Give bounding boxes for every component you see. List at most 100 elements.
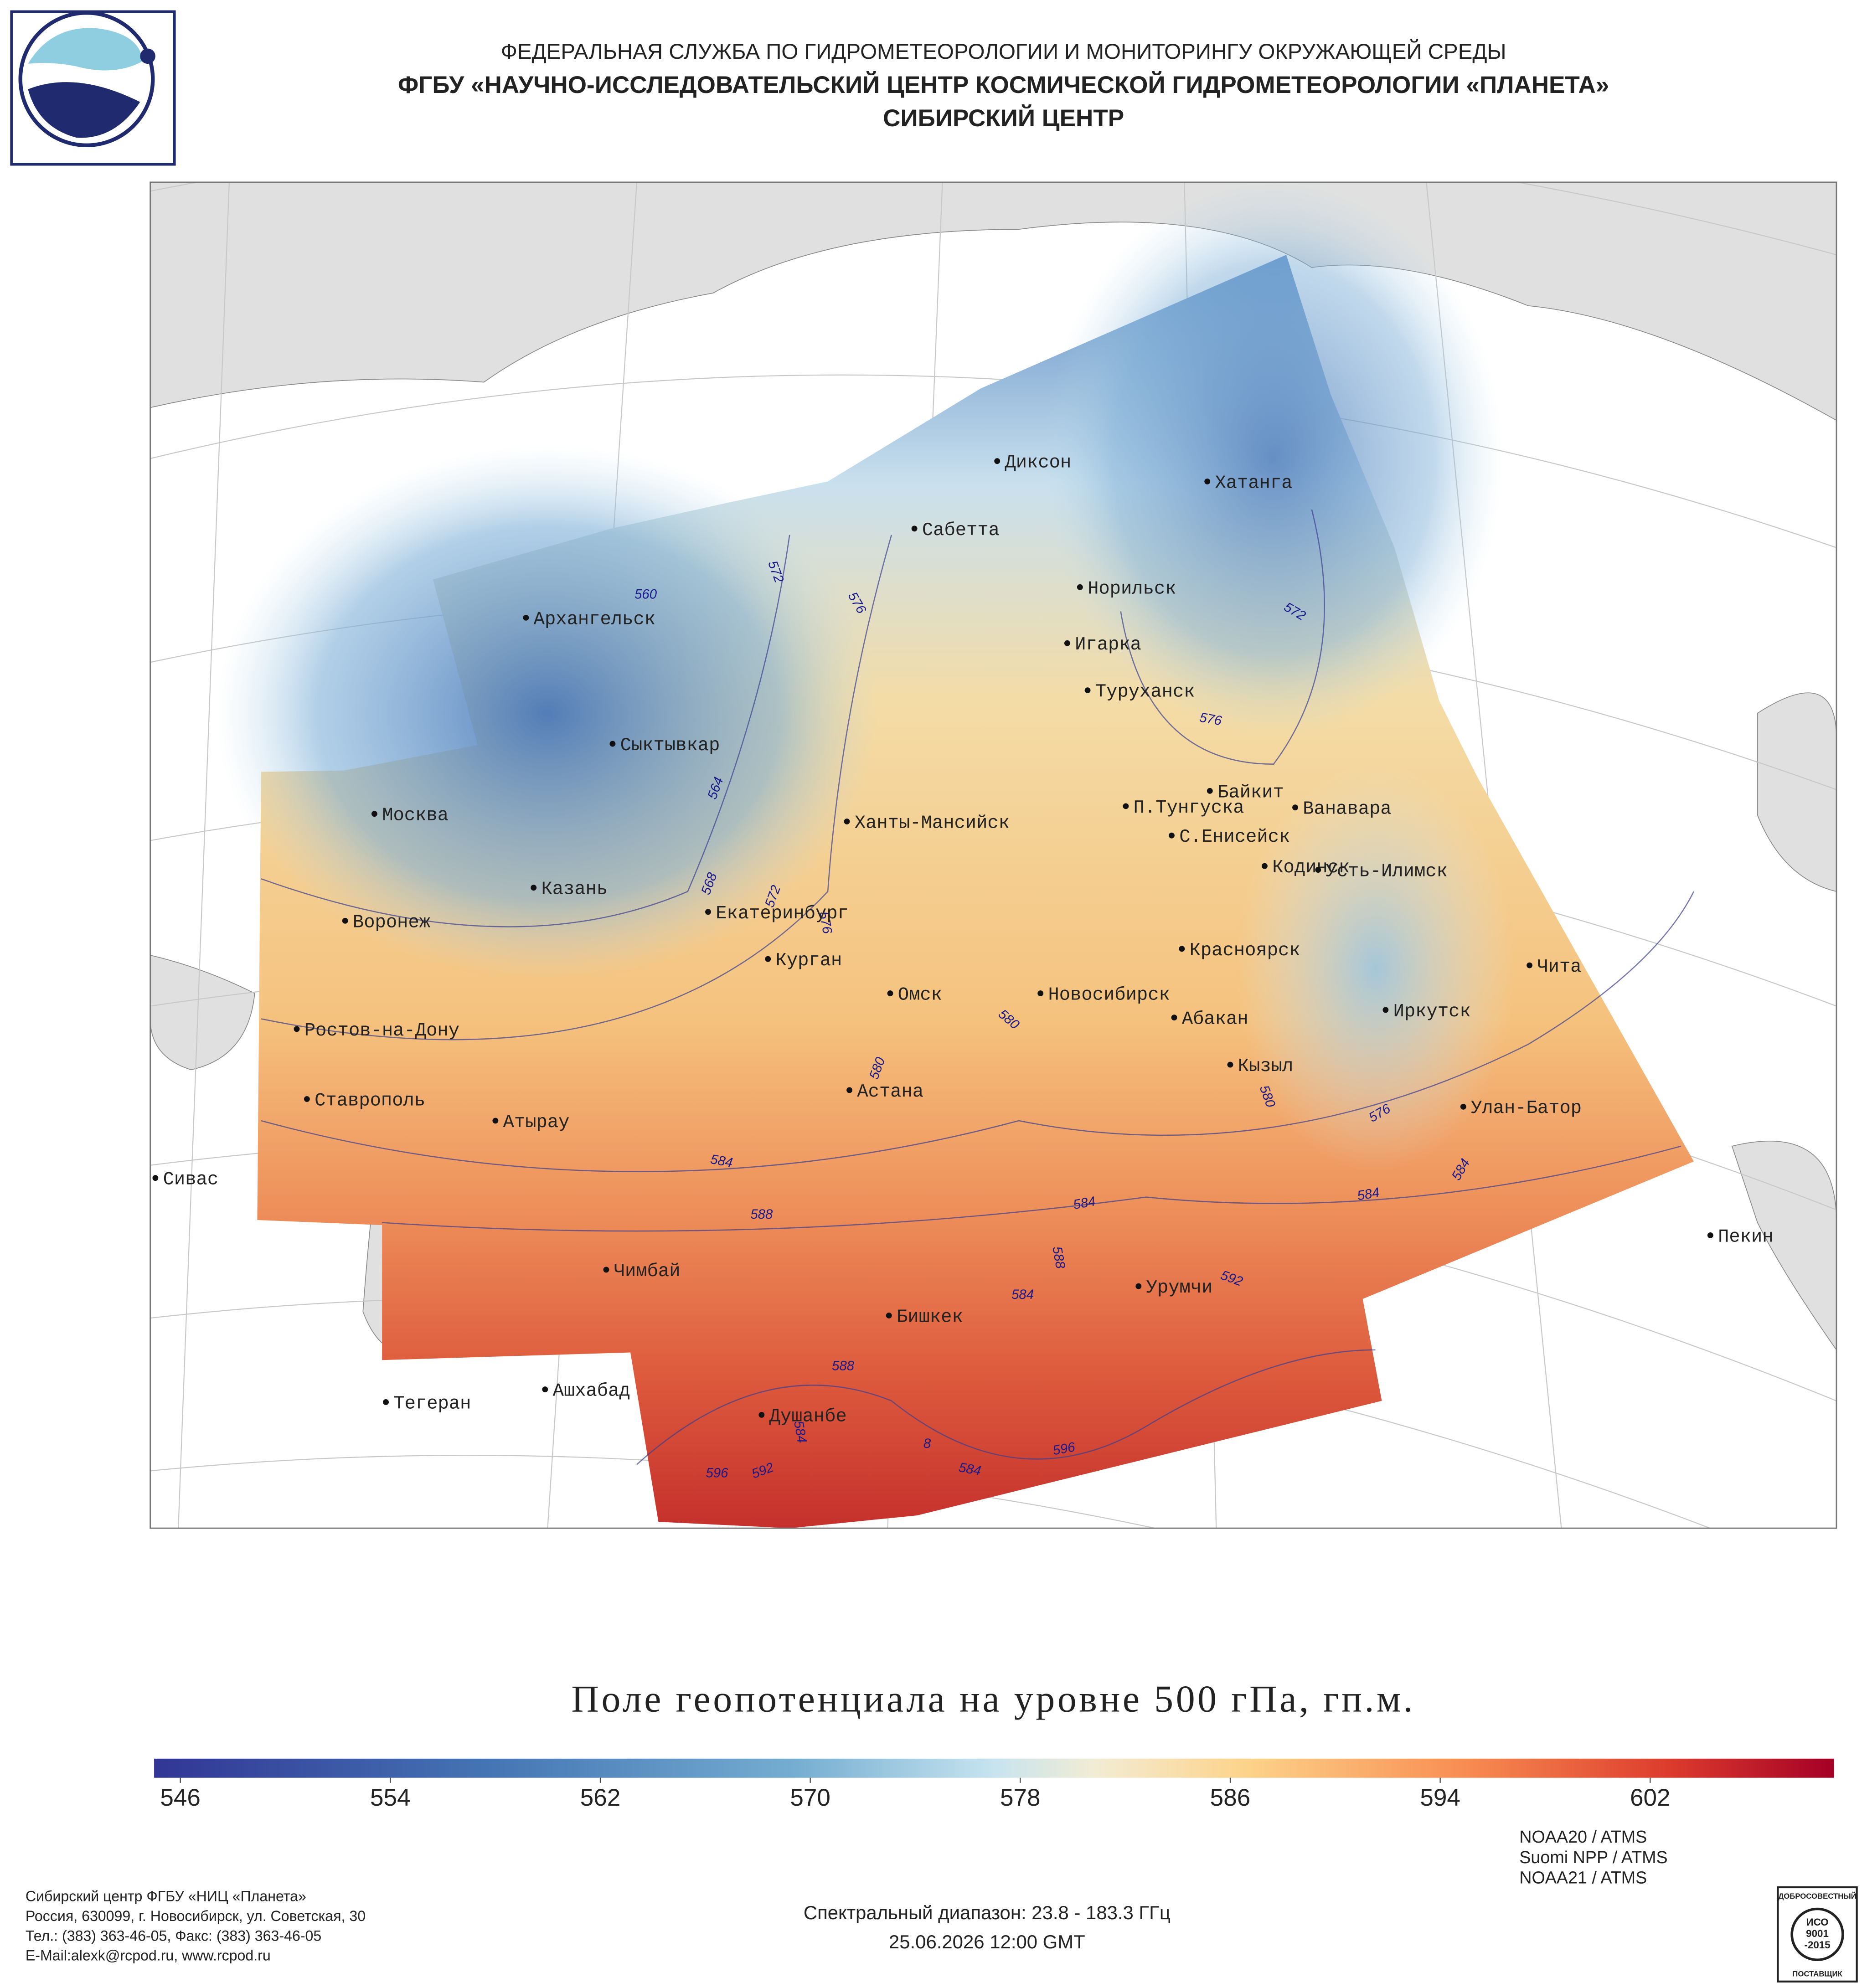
city-dot bbox=[1084, 687, 1091, 694]
map-title: Поле геопотенциала на уровне 500 гПа, гп… bbox=[571, 1678, 1415, 1720]
city-label: Бишкек bbox=[897, 1307, 963, 1328]
city: Кодинск bbox=[1262, 857, 1350, 878]
badge-text: ДОБРОСОВЕСТНЫЙ bbox=[1778, 1892, 1856, 1900]
city: Абакан bbox=[1171, 1009, 1248, 1030]
contour-label: 596 bbox=[706, 1465, 729, 1480]
city-label: Ростов-на-Дону bbox=[304, 1020, 459, 1041]
colorbar-tick-label: 554 bbox=[370, 1784, 411, 1811]
city: Москва bbox=[371, 805, 449, 826]
city-label: Чимбай bbox=[614, 1261, 681, 1282]
city-dot bbox=[609, 741, 616, 747]
city: Туруханск bbox=[1084, 682, 1195, 703]
colorbar-ticks: 546 554 562 570 578 586 594 602 bbox=[160, 1777, 1671, 1811]
city-label: Норильск bbox=[1088, 578, 1176, 599]
badge-text: -2015 bbox=[1804, 1939, 1830, 1951]
city-label: Урумчи bbox=[1146, 1277, 1213, 1298]
city-label: Казань bbox=[541, 879, 608, 900]
footer-address: Сибирский центр ФГБУ «НИЦ «Планета» Росси… bbox=[26, 1888, 366, 1964]
city-dot bbox=[1262, 863, 1268, 869]
contour-label: 584 bbox=[709, 1152, 734, 1170]
city: Ставрополь bbox=[304, 1090, 425, 1111]
city-dot bbox=[844, 818, 850, 824]
colorbar-tick-label: 562 bbox=[580, 1784, 621, 1811]
city: Ростов-на-Дону bbox=[294, 1020, 459, 1041]
city-dot bbox=[1315, 867, 1321, 873]
badge-text: 9001 bbox=[1806, 1928, 1829, 1939]
colorbar-tick-label: 586 bbox=[1210, 1784, 1251, 1811]
city-dot bbox=[994, 458, 1001, 464]
colorbar-tick-label: 578 bbox=[1000, 1784, 1041, 1811]
city-label: Атырау bbox=[503, 1112, 570, 1133]
city-dot bbox=[765, 956, 771, 962]
city-label: Астана bbox=[857, 1082, 923, 1102]
city: Екатеринбург bbox=[705, 903, 849, 924]
city-label: Диксон bbox=[1005, 453, 1071, 474]
city-label: Чита bbox=[1537, 957, 1581, 978]
city: Усть-Илимск bbox=[1315, 861, 1448, 882]
city: Тегеран bbox=[383, 1393, 471, 1414]
sea-of-okhotsk bbox=[1757, 692, 1836, 892]
contour-label: 588 bbox=[832, 1359, 855, 1374]
city-label: Архангельск bbox=[534, 609, 655, 630]
city: Игарка bbox=[1064, 634, 1141, 655]
city-label: Иркутск bbox=[1393, 1001, 1471, 1022]
cold-anomaly bbox=[216, 446, 879, 981]
city-dot bbox=[705, 909, 711, 915]
city-label: Хатанга bbox=[1215, 473, 1292, 494]
city-dot bbox=[304, 1096, 310, 1102]
city-dot bbox=[846, 1087, 853, 1093]
contour-label: 576 bbox=[816, 910, 835, 935]
contours bbox=[261, 509, 1695, 1465]
city-label: Новосибирск bbox=[1048, 985, 1170, 1006]
city-label: Кодинск bbox=[1272, 857, 1350, 878]
city-dot bbox=[1292, 804, 1298, 811]
address-line: Россия, 630099, г. Новосибирск, ул. Сове… bbox=[26, 1908, 366, 1924]
address-line: Сибирский центр ФГБУ «НИЦ «Планета» bbox=[26, 1888, 306, 1905]
city: Ханты-Мансийск bbox=[844, 813, 1010, 834]
city: Архангельск bbox=[523, 609, 655, 630]
city: Казань bbox=[531, 879, 608, 900]
city-label: Сыктывкар bbox=[620, 735, 720, 756]
contour-label: 588 bbox=[1049, 1245, 1068, 1270]
city: Сыктывкар bbox=[609, 735, 720, 756]
city-dot bbox=[1707, 1232, 1713, 1238]
city-dot bbox=[887, 990, 893, 997]
header-branch: СИБИРСКИЙ ЦЕНТР bbox=[883, 104, 1124, 132]
city: Астана bbox=[846, 1082, 923, 1102]
yellow-sea bbox=[1731, 1140, 1836, 1351]
city-dot bbox=[1179, 946, 1185, 952]
colorbar-tick-label: 602 bbox=[1630, 1784, 1671, 1811]
city-dot bbox=[1135, 1283, 1142, 1289]
city-dot bbox=[383, 1399, 389, 1405]
city-dot bbox=[1527, 962, 1533, 968]
city-label: Красноярск bbox=[1190, 940, 1300, 961]
city: Ашхабад bbox=[542, 1381, 630, 1402]
city-dot bbox=[603, 1267, 609, 1273]
city: Душанбе bbox=[758, 1406, 847, 1427]
contour-label: 576 bbox=[1198, 710, 1223, 728]
cities: Диксон Хатанга Сабетта Норильск Архангельск И… bbox=[152, 453, 1774, 1427]
city-label: П.Тунгуска bbox=[1134, 798, 1244, 819]
badge-text: ИСО bbox=[1806, 1916, 1829, 1928]
spectral-range: Спектральный диапазон: 23.8 - 183.3 ГГц bbox=[804, 1902, 1171, 1923]
city: Хатанга bbox=[1204, 473, 1293, 494]
black-sea bbox=[150, 954, 255, 1071]
city-label: Усть-Илимск bbox=[1326, 861, 1448, 882]
city-label: Ханты-Мансийск bbox=[855, 813, 1010, 834]
city: Байкит bbox=[1207, 782, 1284, 803]
city-dot bbox=[1077, 584, 1083, 590]
contour-label: 8 bbox=[923, 1436, 931, 1451]
contour-label: 584 bbox=[958, 1460, 982, 1478]
contour-label: 560 bbox=[634, 587, 657, 602]
satellite: Suomi NPP / ATMS bbox=[1519, 1848, 1667, 1867]
city: Ванавара bbox=[1292, 799, 1392, 820]
cold-anomaly bbox=[1235, 764, 1516, 1172]
city-dot bbox=[492, 1118, 499, 1124]
contour-label: 584 bbox=[1011, 1287, 1034, 1302]
city-dot bbox=[542, 1386, 548, 1392]
city: Сивас bbox=[152, 1169, 218, 1190]
